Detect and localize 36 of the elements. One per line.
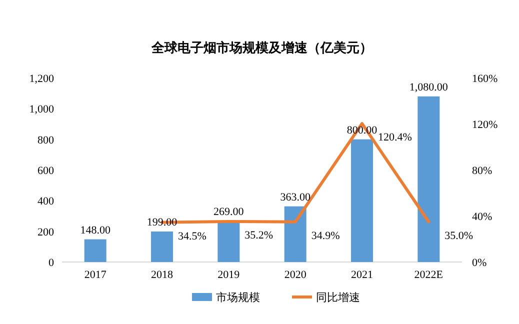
bar [351, 139, 373, 262]
bar [84, 239, 106, 262]
x-tick-label: 2017 [84, 269, 107, 281]
y-tick-label: 1,000 [29, 104, 54, 116]
y2-tick-label: 0% [472, 257, 487, 269]
data-label: 35.2% [244, 230, 274, 242]
y2-tick-label: 160% [472, 73, 498, 85]
legend-label: 同比增速 [316, 291, 360, 304]
data-label: 363.00 [280, 191, 311, 204]
x-tick-label: 2021 [351, 269, 373, 281]
data-label: 1,080.00 [409, 81, 448, 94]
bar [284, 206, 306, 262]
x-tick-label: 2020 [284, 269, 307, 281]
data-label: 34.5% [178, 230, 206, 242]
y-tick-label: 600 [38, 165, 54, 177]
data-label: 148.00 [80, 224, 111, 236]
y-tick-label: 200 [38, 226, 54, 238]
x-tick-label: 2022E [414, 269, 444, 281]
data-label: 269.00 [214, 206, 244, 218]
y2-tick-label: 40% [472, 211, 492, 223]
x-tick-label: 2018 [151, 269, 174, 281]
legend-label: 市场规模 [216, 291, 260, 304]
chart-title: 全球电子烟市场规模及增速（亿美元） [150, 40, 372, 56]
data-label: 199.00 [146, 216, 178, 228]
bar [151, 231, 173, 262]
y2-tick-label: 80% [472, 165, 492, 177]
data-label: 120.4% [378, 132, 412, 144]
y-tick-label: 400 [38, 196, 54, 208]
data-label: 34.9% [311, 230, 340, 242]
y-tick-label: 0 [48, 257, 54, 269]
y2-tick-label: 120% [472, 119, 498, 131]
y-tick-label: 1,200 [29, 73, 54, 85]
data-label: 35.0% [444, 230, 474, 242]
bar [418, 96, 440, 262]
y-tick-label: 800 [38, 134, 54, 146]
x-tick-label: 2019 [218, 269, 240, 281]
